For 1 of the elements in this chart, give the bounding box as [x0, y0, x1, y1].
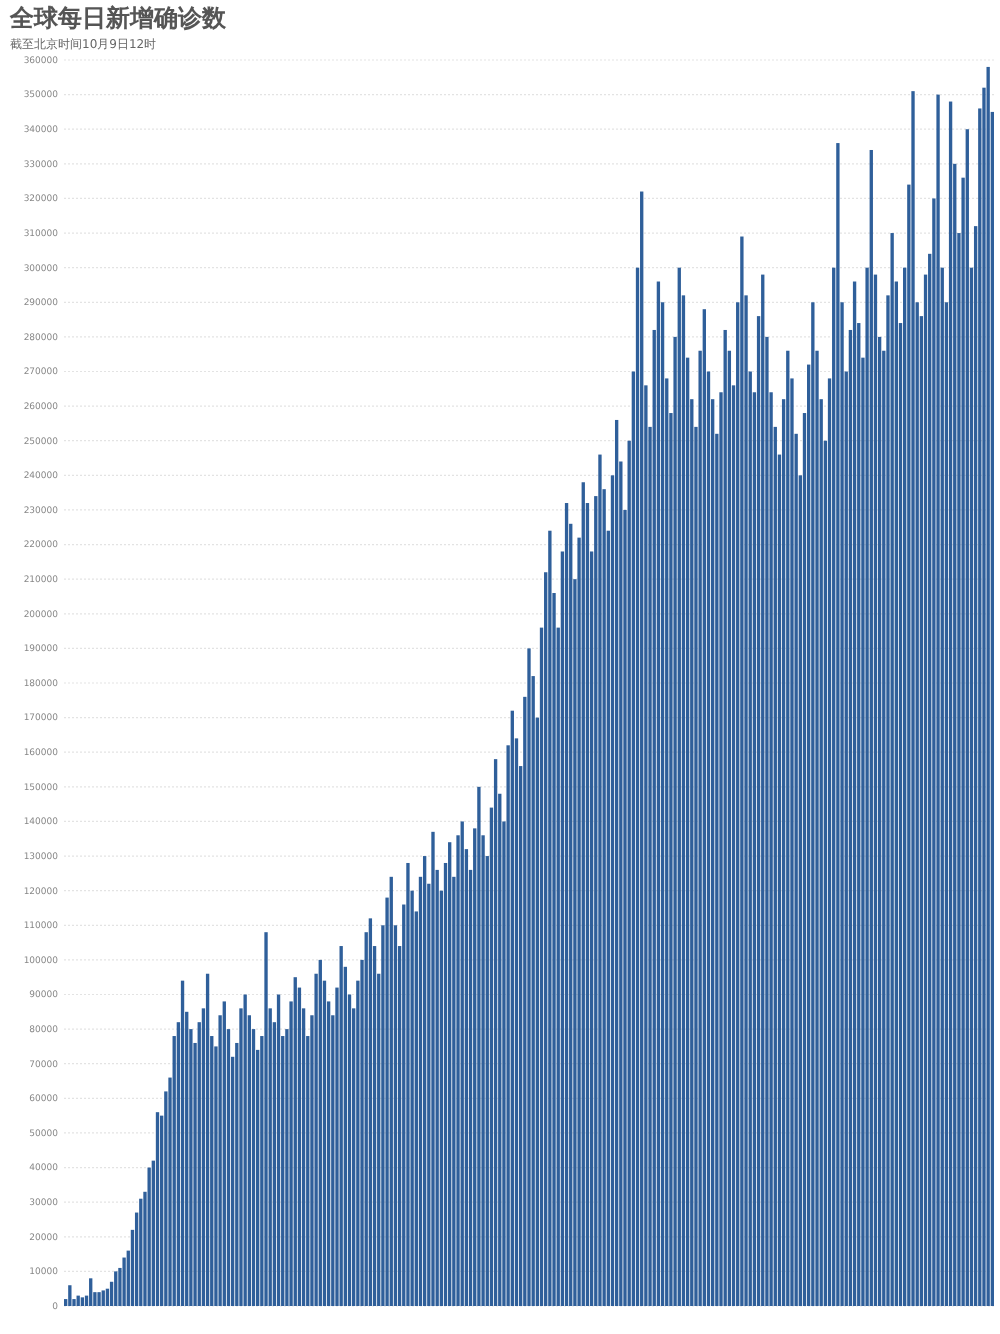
- chart-title: 全球每日新增确诊数: [8, 4, 228, 32]
